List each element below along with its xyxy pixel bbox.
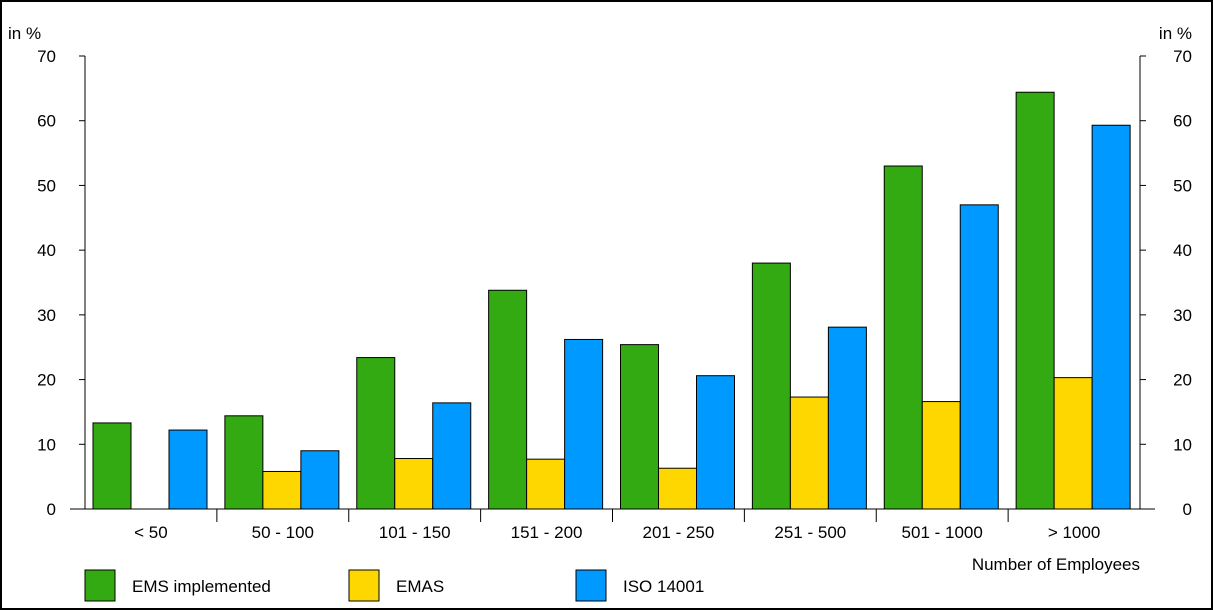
bars xyxy=(92,91,1131,510)
bar xyxy=(1015,91,1055,510)
bar xyxy=(394,458,434,510)
y-tick-label-left: 30 xyxy=(37,306,56,325)
bar xyxy=(789,396,829,510)
y-tick-label-right: 60 xyxy=(1173,112,1192,131)
y-tick-label-left: 70 xyxy=(37,47,56,66)
bar xyxy=(262,470,302,510)
legend-swatch xyxy=(84,569,116,602)
x-tick-label: 101 - 150 xyxy=(379,523,451,542)
legend-swatch xyxy=(575,569,607,602)
y-tick-label-left: 20 xyxy=(37,371,56,390)
y-tick-label-right: 70 xyxy=(1173,47,1192,66)
x-tick-label: 251 - 500 xyxy=(774,523,846,542)
x-tick-label: 201 - 250 xyxy=(643,523,715,542)
y-tick-label-left: 10 xyxy=(37,435,56,454)
y-tick-label-right: 40 xyxy=(1173,241,1192,260)
bar xyxy=(696,375,735,510)
bar xyxy=(1091,124,1131,510)
bar xyxy=(751,262,791,510)
legend-label: ISO 14001 xyxy=(623,577,704,596)
tick-labels: 0 0 10 10 20 20 30 30 40 40 50 50 60 60 70 70 < 50 50 - 1… xyxy=(37,47,1192,542)
bar xyxy=(526,458,566,510)
y-tick-label-right: 20 xyxy=(1173,371,1192,390)
bar xyxy=(168,429,208,510)
x-tick-label: > 1000 xyxy=(1048,523,1100,542)
bar xyxy=(300,450,340,510)
axis-labels: in % in % Number of Employees xyxy=(8,24,1192,574)
bar xyxy=(658,467,697,510)
x-axis-label: Number of Employees xyxy=(972,555,1140,574)
legend: EMS implemented EMAS ISO 14001 xyxy=(84,569,704,602)
y-tick-label-left: 0 xyxy=(47,500,56,519)
y-tick-label-right: 10 xyxy=(1173,435,1192,454)
bar xyxy=(432,402,472,510)
y-tick-label-right: 50 xyxy=(1173,176,1192,195)
bar xyxy=(356,357,396,510)
bar xyxy=(1053,377,1093,510)
bar xyxy=(564,338,604,510)
y-tick-label-left: 50 xyxy=(37,176,56,195)
bar xyxy=(921,401,961,510)
bar xyxy=(883,165,923,510)
legend-label: EMS implemented xyxy=(132,577,271,596)
y-tick-label-right: 0 xyxy=(1183,500,1192,519)
x-tick-label: 50 - 100 xyxy=(252,523,314,542)
x-tick-label: < 50 xyxy=(134,523,168,542)
bar xyxy=(959,204,999,510)
x-tick-label: 501 - 1000 xyxy=(902,523,983,542)
bar xyxy=(620,344,659,510)
y-axis-label-left: in % xyxy=(8,24,41,43)
y-axis-label-right: in % xyxy=(1159,24,1192,43)
x-tick-label: 151 - 200 xyxy=(511,523,583,542)
bar xyxy=(827,326,867,510)
y-tick-label-left: 40 xyxy=(37,241,56,260)
bar xyxy=(224,415,264,510)
legend-label: EMAS xyxy=(396,577,444,596)
legend-swatch xyxy=(348,569,380,602)
bar xyxy=(92,422,132,510)
y-tick-label-left: 60 xyxy=(37,112,56,131)
y-tick-label-right: 30 xyxy=(1173,306,1192,325)
bar xyxy=(488,289,528,510)
